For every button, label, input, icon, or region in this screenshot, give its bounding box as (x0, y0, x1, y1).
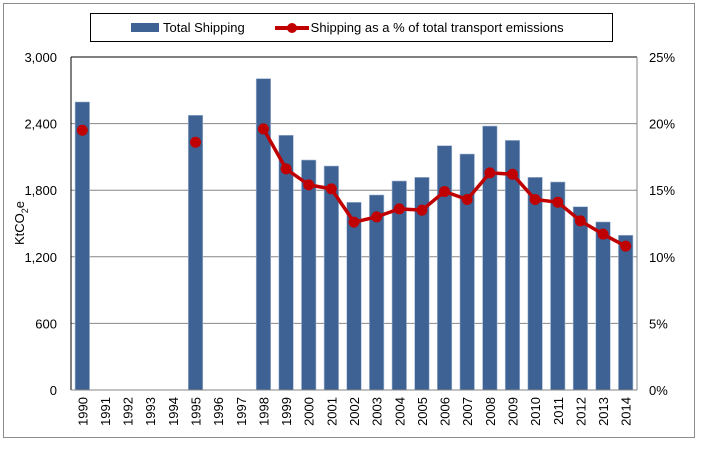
bar-2013 (595, 221, 611, 391)
y2-tick-label: 25% (649, 50, 675, 65)
x-tick-label: 2010 (528, 397, 543, 426)
line-point-2008 (484, 167, 496, 179)
line-point-2010 (529, 194, 541, 206)
line-point-1990 (76, 124, 88, 136)
bar-1995 (187, 114, 204, 391)
x-tick-label: 2009 (505, 397, 520, 426)
y-tick-label: 600 (35, 316, 57, 331)
legend-line-marker (274, 22, 309, 33)
line-point-2014 (620, 240, 632, 252)
y2-tick-label: 0% (649, 383, 668, 398)
y-axis-label: KtCO2e (12, 201, 30, 245)
line-point-2009 (506, 168, 518, 180)
line-point-1995 (190, 136, 202, 148)
legend-bar-swatch (131, 23, 159, 32)
y2-tick-label: 10% (649, 250, 675, 265)
y-tick-label: 2,400 (24, 117, 57, 132)
bar-2011 (550, 181, 566, 391)
y2-tick-label: 20% (649, 117, 675, 132)
bar-2002 (346, 201, 362, 391)
x-tick-label: 2001 (324, 397, 339, 426)
line-point-2005 (416, 204, 428, 216)
bar-2000 (301, 159, 317, 391)
x-tick-label: 2002 (347, 397, 362, 426)
x-tick-label: 2011 (551, 397, 566, 425)
x-tick-label: 1993 (143, 397, 158, 426)
x-tick-label: 1997 (234, 397, 249, 426)
x-tick-label: 1994 (166, 397, 181, 426)
bar-2008 (482, 125, 498, 391)
legend-label-shipping-percent: Shipping as a % of total transport emiss… (310, 20, 564, 35)
line-point-2002 (348, 216, 360, 228)
x-tick-label: 2013 (596, 397, 611, 426)
bar-2006 (437, 145, 453, 391)
legend-item-shipping-percent: Shipping as a % of total transport emiss… (245, 20, 564, 35)
y2-tick-label: 15% (649, 183, 675, 198)
y2-tick-label: 5% (649, 316, 668, 331)
line-point-1998 (257, 123, 269, 135)
x-tick-label: 2005 (415, 397, 430, 426)
bar-2012 (572, 206, 588, 391)
x-tick-label: 2000 (302, 397, 317, 426)
x-tick-label: 2006 (438, 397, 453, 426)
axes (70, 56, 638, 391)
bar-2003 (369, 194, 385, 391)
x-tick-label: 1996 (211, 397, 226, 426)
x-tick-label: 2008 (483, 397, 498, 426)
bar-1990 (74, 101, 90, 391)
x-tick-label: 1991 (98, 397, 113, 426)
bar-2014 (618, 234, 634, 391)
x-tick-label: 2004 (392, 397, 407, 426)
legend: Total Shipping Shipping as a % of total … (90, 13, 613, 42)
line-point-2013 (597, 228, 609, 240)
bars (74, 78, 634, 391)
line-point-2012 (574, 215, 586, 227)
y-tick-label: 1,200 (24, 250, 57, 265)
x-axis-ticks: 1990 1991 1992 1993 1994 1995 1996 1997 1998 1999… (75, 397, 633, 426)
line-point-1999 (280, 163, 292, 175)
x-tick-label: 1998 (256, 397, 271, 426)
y-tick-label: 1,800 (24, 183, 57, 198)
bar-2007 (459, 153, 475, 391)
y-axis-ticks: 0 600 1,200 1,800 2,400 3,000 (24, 50, 57, 398)
line-point-2004 (393, 203, 405, 215)
x-tick-label: 1992 (121, 397, 136, 426)
line-point-2001 (325, 183, 337, 195)
line-point-2003 (371, 211, 383, 223)
y2-axis-ticks: 0% 5% 10% 15% 20% 25% (649, 50, 675, 398)
line-point-2007 (461, 194, 473, 206)
line-point-2011 (552, 196, 564, 208)
x-tick-label: 2012 (573, 397, 588, 426)
bar-2010 (527, 177, 543, 391)
x-tick-label: 1999 (279, 397, 294, 426)
line-point-2006 (439, 186, 451, 198)
x-tick-label: 2003 (370, 397, 385, 426)
y-tick-label: 3,000 (24, 50, 57, 65)
bar-2001 (323, 165, 339, 391)
legend-label-total-shipping: Total Shipping (163, 20, 245, 35)
x-tick-label: 2014 (619, 397, 634, 426)
y-tick-label: 0 (50, 383, 57, 398)
x-tick-label: 1995 (189, 397, 204, 426)
line-series (76, 123, 632, 252)
x-tick-label: 2007 (460, 397, 475, 426)
legend-item-total-shipping: Total Shipping (91, 20, 245, 35)
x-tick-label: 1990 (75, 397, 90, 426)
line-point-2000 (303, 179, 315, 191)
